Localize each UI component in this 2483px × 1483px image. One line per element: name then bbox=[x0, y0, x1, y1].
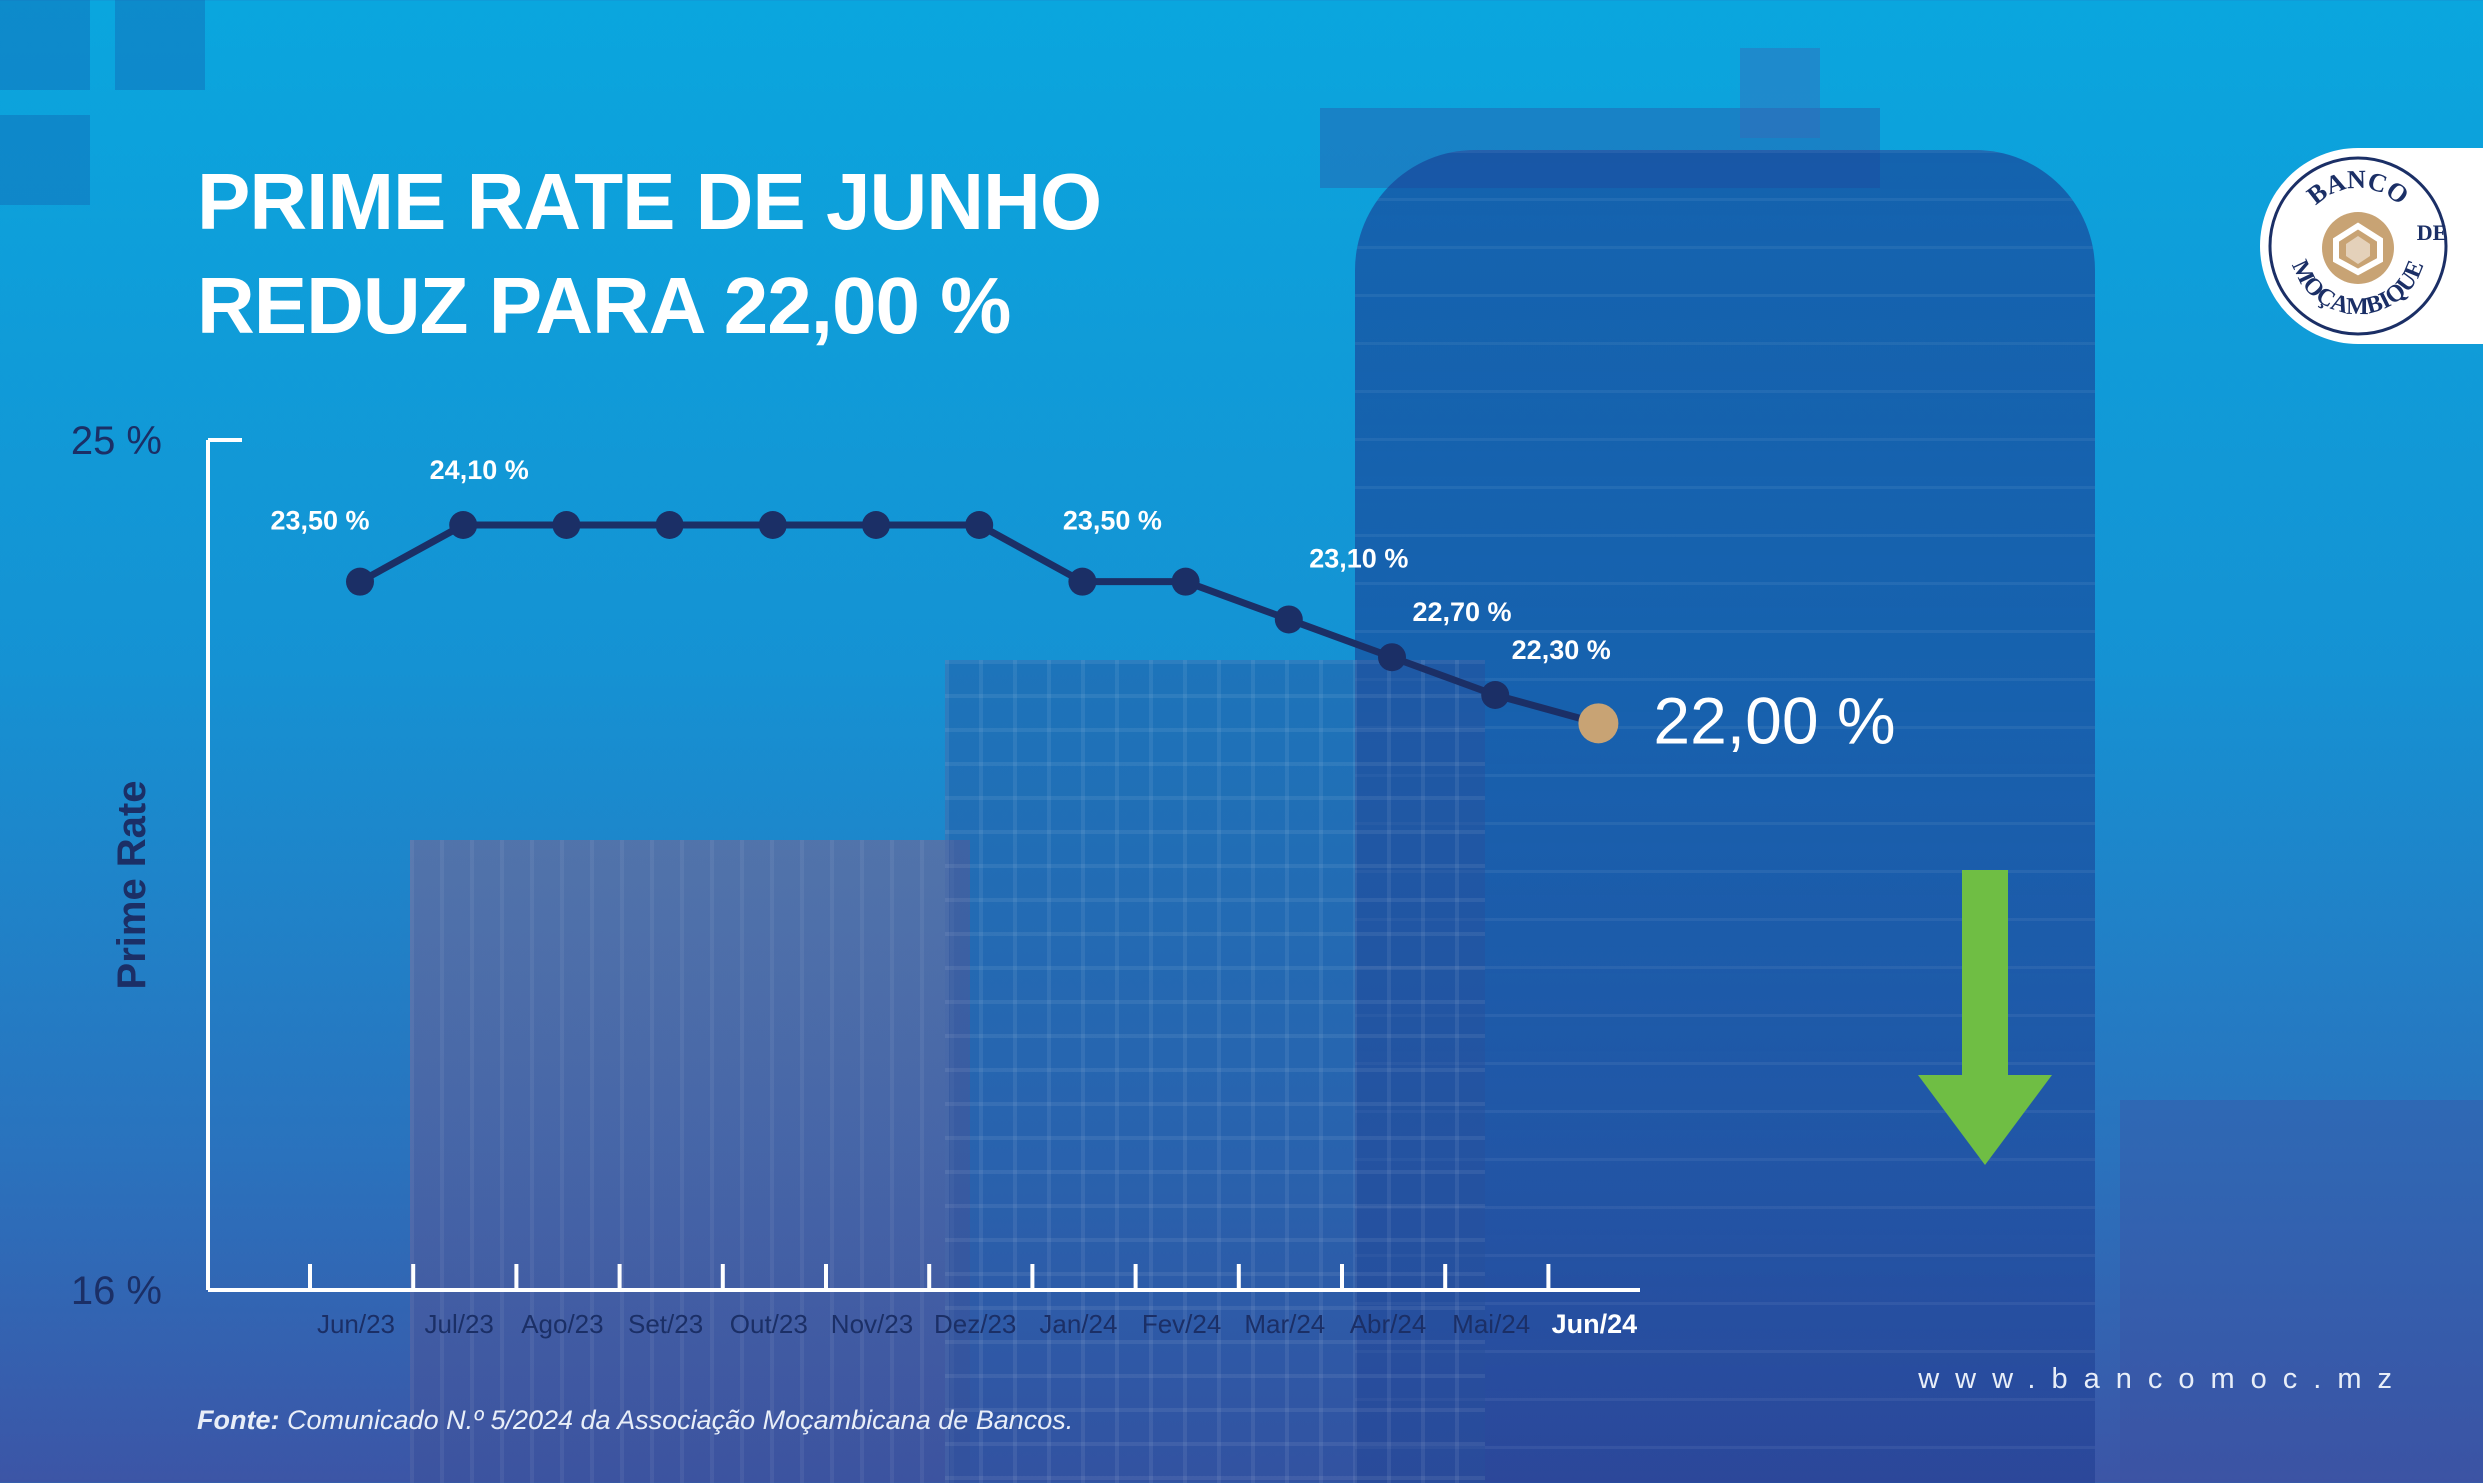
data-point bbox=[1171, 567, 1200, 596]
data-label: 22,70 % bbox=[1412, 597, 1511, 627]
chart-x-labels: Jun/23 Jul/23 Ago/23 Set/23 Out/23 Nov/23 Dez/… bbox=[308, 1264, 1638, 1339]
down-arrow-shape bbox=[1918, 870, 2052, 1165]
x-tick-label: Jun/23 bbox=[317, 1309, 395, 1339]
highlight-point bbox=[1578, 703, 1619, 744]
data-point bbox=[449, 511, 478, 539]
x-tick-label: Set/23 bbox=[628, 1309, 703, 1339]
background-tower-mast bbox=[1740, 48, 1820, 138]
data-point bbox=[1274, 605, 1303, 634]
x-tick-label: Jul/23 bbox=[425, 1309, 494, 1339]
page-title: PRIME RATE DE JUNHO REDUZ PARA 22,00 % bbox=[197, 150, 1102, 358]
source-note: Fonte: Comunicado N.º 5/2024 da Associaç… bbox=[197, 1405, 1073, 1436]
chart-series bbox=[346, 511, 1619, 744]
y-tick-label-bottom: 16 % bbox=[71, 1269, 162, 1313]
data-point bbox=[346, 567, 374, 596]
data-point bbox=[965, 511, 994, 539]
logo-text-side: DE bbox=[2417, 220, 2448, 245]
x-tick-label: Mai/24 bbox=[1452, 1309, 1530, 1339]
y-tick-label-top: 25 % bbox=[71, 419, 162, 463]
x-tick-label: Jun/24 bbox=[1552, 1309, 1638, 1339]
data-point bbox=[552, 511, 581, 539]
data-label: 23,10 % bbox=[1309, 543, 1408, 573]
title-line-2: REDUZ PARA 22,00 % bbox=[197, 261, 1011, 350]
highlight-label: 22,00 % bbox=[1653, 683, 1895, 757]
data-point bbox=[1068, 567, 1097, 596]
y-axis-label: Prime Rate bbox=[110, 781, 154, 990]
chart-axes bbox=[206, 438, 1640, 1292]
data-point bbox=[1378, 643, 1406, 672]
source-label: Fonte: bbox=[197, 1405, 280, 1435]
x-tick-label: Jan/24 bbox=[1039, 1309, 1117, 1339]
x-tick-label: Fev/24 bbox=[1142, 1309, 1222, 1339]
website-url[interactable]: www.bancomoc.mz bbox=[1918, 1363, 2408, 1395]
chart-data-labels: 23,50 % 24,10 % 23,50 % 23,10 %22,70 %22,30… bbox=[270, 455, 1895, 757]
data-point bbox=[1481, 681, 1510, 709]
x-tick-label: Dez/23 bbox=[934, 1309, 1016, 1339]
bank-emblem-icon bbox=[2322, 212, 2394, 284]
x-tick-label: Nov/23 bbox=[831, 1309, 913, 1339]
x-tick-label: Mar/24 bbox=[1244, 1309, 1325, 1339]
logo-seal: BANCO MOÇAMBIQUE DE bbox=[2268, 156, 2448, 336]
data-point bbox=[758, 511, 787, 539]
data-label: 23,50 % bbox=[1063, 506, 1162, 536]
chart-y-ticks: 25 % 16 % bbox=[71, 419, 162, 1313]
background-right-building bbox=[2120, 1100, 2483, 1483]
x-tick-label: Ago/23 bbox=[521, 1309, 603, 1339]
background-tower-building bbox=[1355, 150, 2095, 1483]
data-point bbox=[655, 511, 684, 539]
background-tiles bbox=[0, 0, 260, 260]
background-mid-building bbox=[945, 660, 1485, 1483]
data-label: 22,30 % bbox=[1512, 635, 1611, 665]
data-point bbox=[862, 511, 890, 539]
down-arrow-icon bbox=[1918, 870, 2052, 1165]
bank-logo: BANCO MOÇAMBIQUE DE bbox=[2260, 148, 2483, 344]
source-text: Comunicado N.º 5/2024 da Associação Moça… bbox=[287, 1405, 1074, 1435]
data-label: 23,50 % bbox=[270, 506, 369, 536]
title-line-1: PRIME RATE DE JUNHO bbox=[197, 157, 1102, 246]
data-label: 24,10 % bbox=[430, 455, 529, 485]
x-tick-label: Abr/24 bbox=[1350, 1309, 1427, 1339]
x-tick-label: Out/23 bbox=[730, 1309, 808, 1339]
background-left-building bbox=[410, 840, 970, 1483]
